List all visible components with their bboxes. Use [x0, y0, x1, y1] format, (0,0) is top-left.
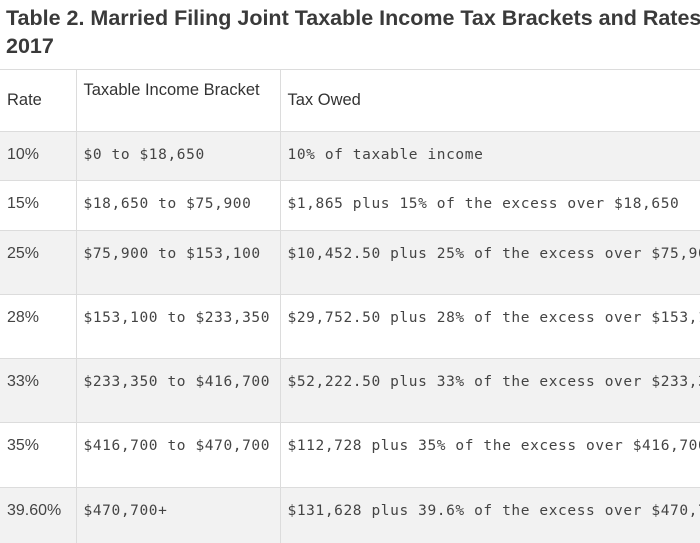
bracket-cell: $153,100 to $233,350 [75, 294, 281, 359]
tax-owed-cell: $1,865 plus 15% of the excess over $18,6… [279, 180, 700, 231]
table-row: 33% $233,350 to $416,700 $52,222.50 plus 3… [0, 358, 700, 423]
table-row: 15% $18,650 to $75,900 $1,865 plus 15% of … [0, 180, 700, 231]
table-row: 28% $153,100 to $233,350 $29,752.50 plus 2… [0, 294, 700, 359]
table-row: 39.60% $470,700+ $131,628 plus 39.6% of th… [0, 487, 700, 543]
rate-cell: 39.60% [0, 487, 77, 543]
header-cell: Tax Owed [279, 69, 700, 132]
tax-owed-cell: $112,728 plus 35% of the excess over $41… [279, 422, 700, 488]
table-row: 35% $416,700 to $470,700 $112,728 plus 35%… [0, 422, 700, 488]
header-cell: Taxable Income Bracket [75, 69, 281, 132]
table-row: 25% $75,900 to $153,100 $10,452.50 plus 25… [0, 230, 700, 295]
table-title: Table 2. Married Filing Joint Taxable In… [6, 6, 700, 58]
bracket-cell: $470,700+ [75, 487, 281, 543]
tax-owed-cell: $52,222.50 plus 33% of the excess over $… [279, 358, 700, 423]
table-row: 10% $0 to $18,650 10% of taxable income [0, 131, 700, 181]
header-row: Rate Taxable Income Bracket Tax Owed [0, 69, 700, 132]
rate-cell: 10% [0, 131, 77, 181]
bracket-cell: $75,900 to $153,100 [75, 230, 281, 295]
bracket-cell: $0 to $18,650 [75, 131, 281, 181]
tax-table: Rate Taxable Income Bracket Tax Owed 10%… [0, 69, 700, 543]
tax-owed-cell: 10% of taxable income [279, 131, 700, 181]
rate-cell: 25% [0, 230, 77, 295]
table-wrap: Rate Taxable Income Bracket Tax Owed 10%… [0, 69, 700, 543]
rate-cell: 15% [0, 180, 77, 231]
bracket-cell: $233,350 to $416,700 [75, 358, 281, 423]
tax-owed-cell: $29,752.50 plus 28% of the excess over $… [279, 294, 700, 359]
rate-cell: 28% [0, 294, 77, 359]
rate-cell: 33% [0, 358, 77, 423]
rate-cell: 35% [0, 422, 77, 488]
tax-owed-cell: $10,452.50 plus 25% of the excess over $… [279, 230, 700, 295]
bracket-cell: $416,700 to $470,700 [75, 422, 281, 488]
header-cell: Rate [0, 69, 77, 132]
tax-owed-cell: $131,628 plus 39.6% of the excess over $… [279, 487, 700, 543]
bracket-cell: $18,650 to $75,900 [75, 180, 281, 231]
